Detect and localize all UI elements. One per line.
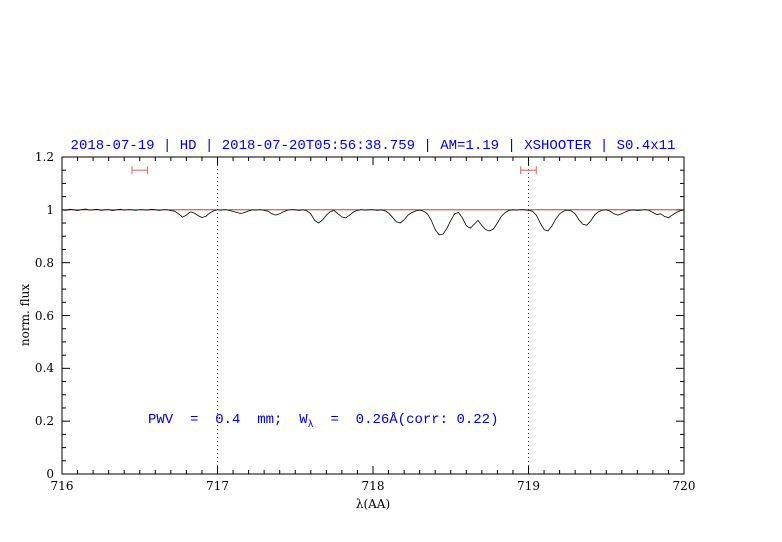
x-tick-label: 719 (517, 479, 540, 493)
y-tick-label: 1.2 (34, 150, 54, 164)
x-tick-label: 718 (361, 479, 385, 493)
pwv-annotation: PWV = 0.4 mm; Wλ = 0.26Å(corr: 0.22) (148, 412, 499, 431)
x-axis-label: λ(AA) (355, 497, 391, 511)
y-tick-label: 0.4 (34, 361, 54, 376)
y-tick-label: 1 (46, 202, 54, 217)
x-tick-label: 716 (50, 479, 74, 493)
pwv-annotation-lambda-subscript: λ (307, 419, 314, 431)
pwv-annotation-text: PWV = 0.4 mm; W (148, 412, 308, 428)
x-tick-label: 720 (672, 479, 696, 493)
y-tick-label: 0.8 (34, 255, 54, 270)
spectrum-line (61, 208, 685, 236)
y-tick-label: 0.6 (34, 308, 54, 323)
y-tick-label: 0 (46, 467, 54, 481)
y-axis-label: norm. flux (18, 283, 32, 347)
plot-title: 2018-07-19 | HD | 2018-07-20T05:56:38.75… (70, 138, 676, 154)
pwv-annotation-value: = 0.26Å(corr: 0.22) (313, 412, 499, 428)
y-tick-label: 0.2 (34, 414, 54, 429)
x-tick-label: 717 (206, 479, 229, 493)
